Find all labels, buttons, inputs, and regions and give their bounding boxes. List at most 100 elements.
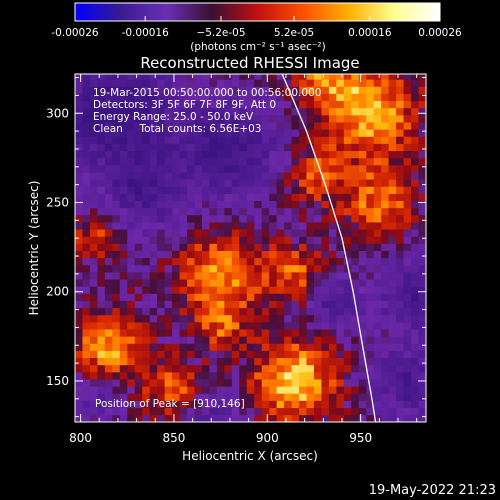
heatmap-cell [418, 272, 426, 280]
heatmap-cell [224, 322, 233, 330]
heatmap-cell [254, 400, 263, 409]
heatmap-cell [388, 100, 397, 109]
heatmap-cell [269, 115, 277, 123]
heatmap-cell [187, 100, 195, 109]
heatmap-cell [157, 400, 165, 409]
heatmap-cell [119, 86, 128, 94]
heatmap-cell [261, 79, 270, 87]
heatmap-cell [187, 386, 195, 394]
heatmap-cell [313, 93, 322, 102]
heatmap-cell [216, 322, 225, 330]
heatmap-cell [239, 414, 248, 422]
heatmap-cell [75, 172, 76, 180]
heatmap-cell [358, 329, 367, 337]
heatmap-cell [164, 79, 173, 87]
heatmap-cell [134, 193, 143, 202]
heatmap-cell [366, 157, 375, 166]
heatmap-cell [291, 107, 300, 116]
heatmap-cell [119, 364, 128, 373]
heatmap-cell [373, 243, 382, 251]
heatmap-cell [112, 386, 121, 394]
heatmap-cell [179, 286, 188, 294]
heatmap-cell [157, 150, 165, 159]
heatmap-cell [261, 93, 270, 102]
heatmap-cell [418, 286, 426, 294]
heatmap-cell [261, 157, 270, 166]
heatmap-cell [97, 336, 106, 344]
heatmap-cell [381, 314, 389, 323]
heatmap-cell [149, 79, 158, 87]
heatmap-cell [127, 414, 136, 422]
heatmap-cell [366, 286, 375, 294]
heatmap-cell [306, 257, 315, 266]
heatmap-cell [291, 393, 300, 401]
heatmap-cell [426, 315, 434, 322]
heatmap-cell [396, 357, 404, 366]
heatmap-cell [187, 122, 195, 130]
heatmap-cell [187, 229, 195, 237]
colorbar-ticks: -0.00026 -0.00016 −5.2e-05 5.2e-05 0.00016 0.… [51, 16, 462, 39]
heatmap-cell [411, 200, 419, 209]
heatmap-cell [97, 250, 106, 259]
heatmap-cell [254, 115, 263, 123]
heatmap-cell [373, 207, 382, 216]
heatmap-cell [75, 407, 83, 416]
heatmap-cell [89, 379, 98, 387]
heatmap-cell [127, 372, 136, 380]
heatmap-cell [388, 329, 397, 337]
heatmap-cell [291, 322, 300, 330]
heatmap-cell [254, 272, 263, 280]
heatmap-cell [291, 229, 300, 237]
heatmap-cell [119, 236, 128, 244]
heatmap-cell [82, 379, 91, 387]
heatmap-cell [373, 257, 382, 266]
heatmap-cell [75, 86, 83, 94]
heatmap-cell [254, 200, 263, 209]
heatmap-cell [209, 250, 218, 259]
heatmap-cell [97, 200, 106, 209]
heatmap-cell [299, 172, 307, 180]
heatmap-cell [75, 293, 83, 301]
heatmap-cell [261, 172, 270, 180]
heatmap-cell [269, 93, 277, 102]
heatmap-cell [179, 393, 188, 401]
heatmap-cell [157, 172, 165, 180]
heatmap-cell [276, 229, 285, 237]
heatmap-cell [403, 314, 412, 323]
heatmap-cell [396, 229, 404, 237]
y-tick-label: 150 [46, 374, 69, 388]
heatmap-cell [403, 350, 412, 359]
heatmap-cell [134, 100, 143, 109]
heatmap-cell [194, 243, 203, 251]
heatmap-cell [291, 400, 300, 409]
heatmap-cell [89, 343, 98, 351]
heatmap-cell [75, 236, 83, 244]
heatmap-cell [119, 129, 128, 137]
heatmap-cell [232, 422, 240, 429]
heatmap-cell [321, 386, 330, 394]
heatmap-cell [284, 400, 292, 409]
heatmap-cell [411, 79, 419, 87]
heatmap-cell [224, 393, 233, 401]
heatmap-cell [194, 307, 203, 316]
heatmap-cell [157, 214, 165, 223]
heatmap-cell [381, 214, 389, 223]
heatmap-cell [291, 143, 300, 152]
heatmap-cell [224, 386, 233, 394]
heatmap-cell [403, 343, 412, 351]
heatmap-cell [224, 264, 233, 273]
heatmap-cell [366, 422, 374, 429]
heatmap-cell [119, 93, 128, 102]
heatmap-cell [239, 364, 248, 373]
heatmap-cell [127, 236, 136, 244]
heatmap-cell [97, 379, 106, 387]
heatmap-cell [366, 150, 375, 159]
heatmap-cell [104, 107, 113, 116]
heatmap-cell [343, 165, 352, 173]
heatmap-cell [164, 343, 173, 351]
heatmap-cell [351, 257, 360, 266]
heatmap-cell [381, 307, 389, 316]
heatmap-cell [134, 179, 143, 187]
heatmap-cell [381, 372, 389, 380]
heatmap-cell [82, 357, 91, 366]
